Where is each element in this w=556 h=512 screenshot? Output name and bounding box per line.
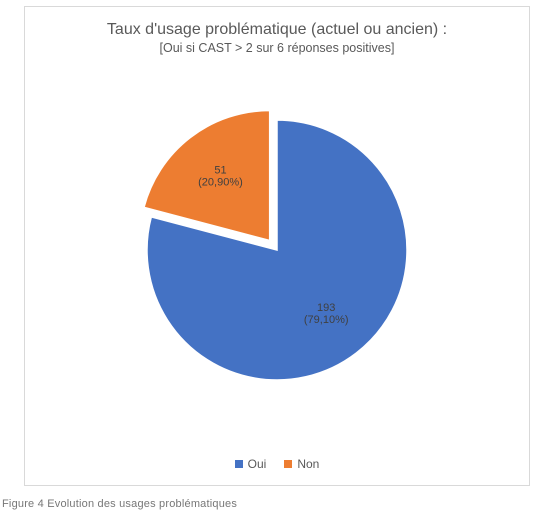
page: Taux d'usage problématique (actuel ou an… (0, 0, 556, 512)
chart-subtitle: [Oui si CAST > 2 sur 6 réponses positive… (25, 41, 529, 55)
pie-chart: 193(79,10%)51(20,90%) (132, 105, 422, 395)
figure-caption: Figure 4 Evolution des usages problémati… (2, 498, 237, 510)
pie-svg: 193(79,10%)51(20,90%) (132, 105, 422, 395)
legend-label-non: Non (297, 457, 319, 471)
legend-item-oui: Oui (235, 457, 267, 471)
chart-card: Taux d'usage problématique (actuel ou an… (24, 6, 530, 486)
legend: Oui Non (25, 457, 529, 471)
legend-label-oui: Oui (248, 457, 267, 471)
chart-title: Taux d'usage problématique (actuel ou an… (25, 21, 529, 39)
legend-swatch-oui (235, 460, 243, 468)
legend-item-non: Non (284, 457, 319, 471)
legend-swatch-non (284, 460, 292, 468)
